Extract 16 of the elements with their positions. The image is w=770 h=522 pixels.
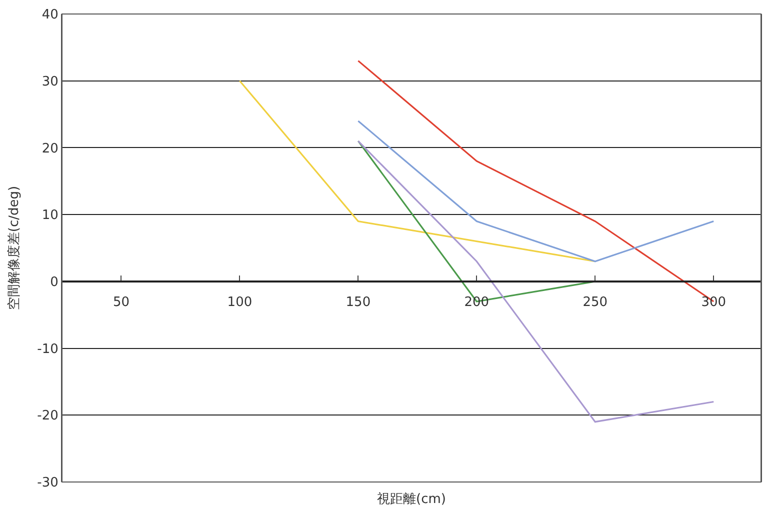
x-tick-label: 50 xyxy=(112,294,130,310)
y-tick-label: -10 xyxy=(37,342,58,357)
y-tick-label: 0 xyxy=(50,274,58,290)
y-tick-label: 40 xyxy=(42,8,58,23)
y-tick-label: 20 xyxy=(42,141,58,156)
y-tick-label: -20 xyxy=(37,408,58,424)
x-tick-label: 100 xyxy=(227,294,252,310)
y-tick-label: 30 xyxy=(42,74,58,90)
x-axis-title: 視距離(cm) xyxy=(377,492,446,507)
x-tick-label: 200 xyxy=(464,294,490,310)
y-tick-label: 10 xyxy=(42,208,58,224)
y-axis-title: 空間解像度差(c/deg) xyxy=(6,186,22,310)
x-tick-label: 150 xyxy=(346,294,371,310)
y-tick-label: -30 xyxy=(37,476,58,491)
x-tick-label: 300 xyxy=(701,294,726,310)
x-tick-label: 250 xyxy=(582,294,608,310)
